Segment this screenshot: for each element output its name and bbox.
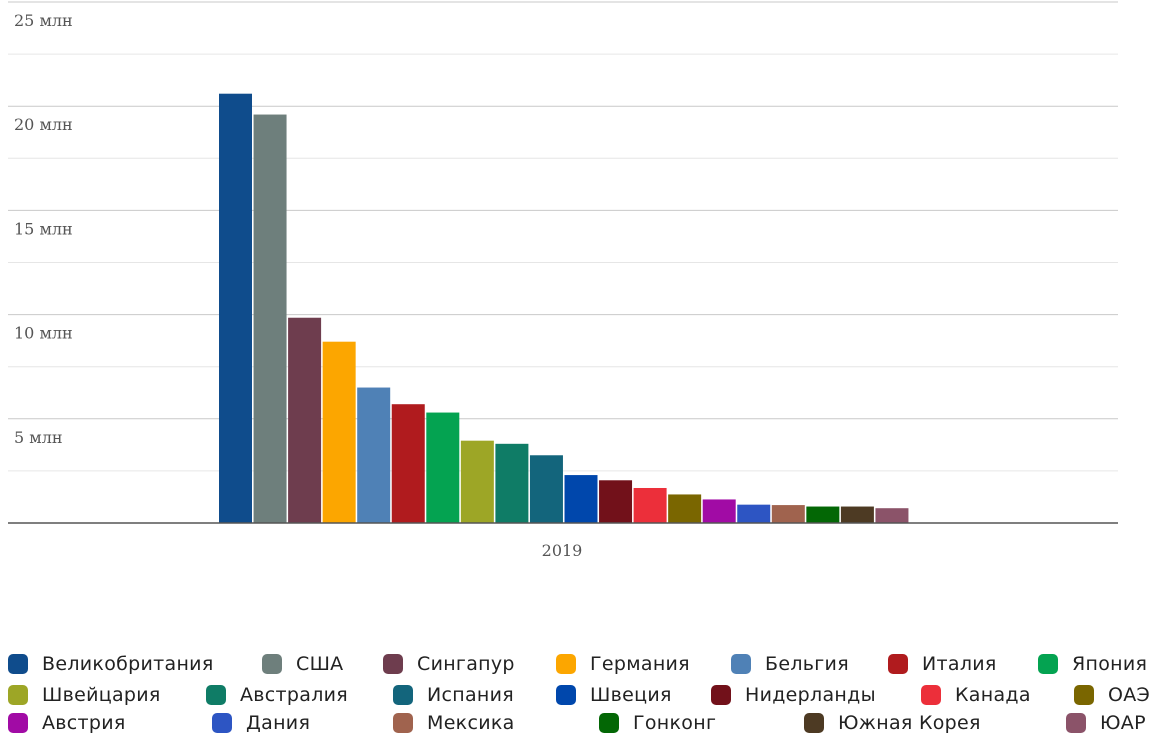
- legend-item[interactable]: Бельгия: [731, 653, 849, 675]
- y-tick-label: 20 млн: [14, 115, 73, 134]
- legend-label: Сингапур: [417, 653, 515, 675]
- bar-chart: 5 млн 10 млн 15 млн 20 млн 25 млн 2019: [8, 1, 1118, 560]
- legend-label: Швеция: [590, 684, 672, 706]
- legend-swatch: [731, 654, 751, 674]
- bar[interactable]: [460, 440, 494, 523]
- legend-label: Швейцария: [42, 684, 161, 706]
- legend-item[interactable]: США: [262, 653, 343, 675]
- legend-label: США: [296, 653, 344, 675]
- legend-item[interactable]: Швейцария: [8, 684, 161, 706]
- legend-item[interactable]: Швеция: [556, 684, 672, 706]
- legend-label: Австрия: [42, 712, 126, 734]
- legend-label: Япония: [1072, 653, 1148, 675]
- legend-swatch: [921, 685, 941, 705]
- bar[interactable]: [806, 506, 840, 523]
- legend-swatch: [1038, 654, 1058, 674]
- legend-label: Дания: [246, 712, 311, 734]
- legend-swatch: [599, 713, 619, 733]
- bar[interactable]: [668, 494, 702, 523]
- bar[interactable]: [840, 506, 874, 523]
- legend-label: Австралия: [240, 684, 349, 706]
- x-axis-category-label: 2019: [542, 541, 583, 560]
- legend-swatch: [804, 713, 824, 733]
- legend-label: ОАЭ: [1108, 684, 1151, 706]
- legend: Великобритания США Сингапур Германия Бельгия…: [0, 644, 1152, 734]
- legend-label: Великобритания: [42, 653, 214, 675]
- legend-swatch: [8, 654, 28, 674]
- legend-label: Италия: [922, 653, 997, 675]
- bar[interactable]: [633, 487, 667, 523]
- legend-item[interactable]: Мексика: [393, 712, 515, 734]
- legend-item[interactable]: Испания: [393, 684, 514, 706]
- legend-label: Нидерланды: [745, 684, 876, 706]
- grid-lines: [8, 1, 1118, 472]
- bar[interactable]: [426, 412, 460, 523]
- legend-swatch: [1074, 685, 1094, 705]
- legend-label: Южная Корея: [838, 712, 981, 734]
- legend-label: Германия: [590, 653, 690, 675]
- y-tick-label: 5 млн: [14, 428, 63, 447]
- legend-label: ЮАР: [1100, 712, 1146, 734]
- legend-item[interactable]: ОАЭ: [1074, 684, 1150, 706]
- legend-swatch: [1066, 713, 1086, 733]
- legend-item[interactable]: Южная Корея: [804, 712, 981, 734]
- legend-item[interactable]: ЮАР: [1066, 712, 1146, 734]
- legend-swatch: [8, 685, 28, 705]
- bar[interactable]: [702, 499, 736, 523]
- legend-swatch: [711, 685, 731, 705]
- legend-swatch: [556, 685, 576, 705]
- y-axis-tick-labels: 5 млн 10 млн 15 млн 20 млн 25 млн: [14, 11, 73, 447]
- legend-item[interactable]: Великобритания: [8, 653, 214, 675]
- legend-swatch: [212, 713, 232, 733]
- bar[interactable]: [391, 404, 425, 523]
- legend-item[interactable]: Канада: [921, 684, 1031, 706]
- legend-item[interactable]: Германия: [556, 653, 690, 675]
- legend-swatch: [383, 654, 403, 674]
- legend-swatch: [206, 685, 226, 705]
- y-tick-label: 15 млн: [14, 219, 73, 238]
- bar[interactable]: [357, 387, 391, 523]
- legend-item[interactable]: Япония: [1038, 653, 1147, 675]
- bars: [219, 93, 909, 523]
- bar[interactable]: [219, 93, 252, 523]
- bar[interactable]: [564, 475, 598, 523]
- legend-item[interactable]: Сингапур: [383, 653, 515, 675]
- legend-swatch: [262, 654, 282, 674]
- legend-swatch: [8, 713, 28, 733]
- bar[interactable]: [737, 504, 771, 523]
- legend-item[interactable]: Италия: [888, 653, 997, 675]
- bar[interactable]: [875, 508, 909, 523]
- bar[interactable]: [322, 341, 356, 523]
- bar[interactable]: [599, 480, 633, 523]
- bar[interactable]: [495, 443, 529, 523]
- legend-item[interactable]: Дания: [212, 712, 310, 734]
- legend-label: Канада: [955, 684, 1031, 706]
- legend-label: Испания: [427, 684, 515, 706]
- bar[interactable]: [529, 455, 563, 523]
- legend-item[interactable]: Австралия: [206, 684, 348, 706]
- legend-swatch: [888, 654, 908, 674]
- legend-label: Бельгия: [765, 653, 849, 675]
- legend-swatch: [393, 713, 413, 733]
- legend-item[interactable]: Нидерланды: [711, 684, 876, 706]
- legend-label: Гонконг: [633, 712, 717, 734]
- y-tick-label: 25 млн: [14, 11, 73, 30]
- legend-swatch: [556, 654, 576, 674]
- bar[interactable]: [288, 317, 322, 523]
- legend-label: Мексика: [427, 712, 515, 734]
- bar[interactable]: [771, 505, 805, 523]
- bar[interactable]: [253, 114, 287, 523]
- legend-item[interactable]: Гонконг: [599, 712, 716, 734]
- y-tick-label: 10 млн: [14, 324, 73, 343]
- legend-item[interactable]: Австрия: [8, 712, 126, 734]
- legend-swatch: [393, 685, 413, 705]
